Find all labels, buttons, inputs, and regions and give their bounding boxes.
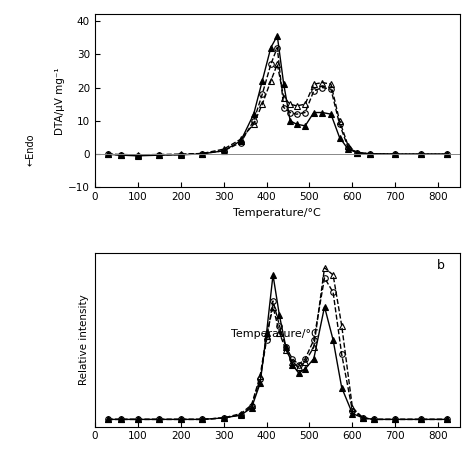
Y-axis label: DTA/μV mg⁻¹: DTA/μV mg⁻¹ [55, 67, 65, 135]
X-axis label: Temperature/°C: Temperature/°C [233, 208, 321, 218]
Text: b: b [438, 258, 445, 272]
Text: ←Endo: ←Endo [26, 133, 36, 165]
Y-axis label: Relative intensity: Relative intensity [79, 294, 89, 385]
Text: Temperature/°C: Temperature/°C [231, 329, 319, 339]
